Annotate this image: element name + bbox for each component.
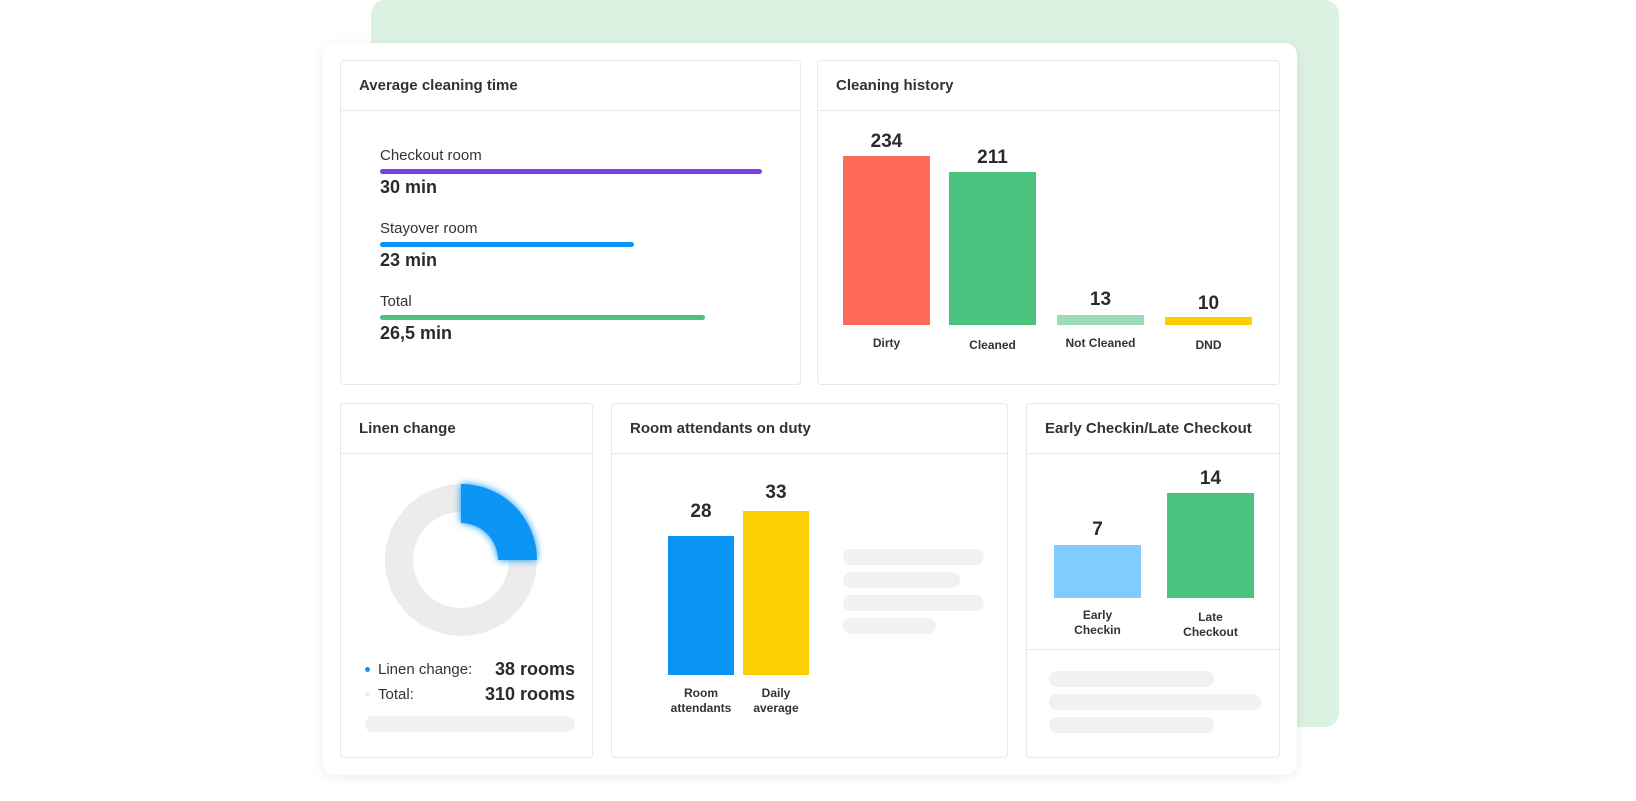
bar-cleaned — [949, 172, 1036, 325]
metric-total: Total 26,5 min — [380, 293, 760, 353]
bar-value-room-attendants: 28 — [690, 501, 712, 522]
bar-value-dnd: 10 — [1197, 293, 1220, 314]
divider — [1027, 649, 1279, 650]
metric-checkout-room: Checkout room 30 min — [380, 147, 762, 207]
metric-bar — [380, 242, 634, 247]
cleaning-history-panel: Cleaning history 234 Dirty 211 Cleaned 1… — [817, 60, 1280, 385]
metric-stayover-room: Stayover room 23 min — [380, 220, 760, 280]
bar-label-dirty: Dirty — [872, 336, 901, 350]
bar-label-line: Early — [1082, 608, 1113, 622]
panel-title: Early Checkin/Late Checkout — [1027, 404, 1279, 454]
metric-value: 30 min — [380, 177, 438, 197]
bar-not-cleaned — [1057, 315, 1144, 325]
bar-dnd — [1165, 317, 1252, 325]
metric-bar — [380, 169, 762, 174]
bar-label-not-cleaned: Not Cleaned — [1065, 336, 1136, 350]
bar-label-dnd: DND — [1195, 338, 1222, 352]
linen-change-panel: Linen change Linen change: 38 rooms Tota… — [340, 403, 593, 758]
legend-dot — [365, 667, 370, 672]
panel-title: Cleaning history — [818, 61, 1279, 111]
bar-label-line: Checkin — [1074, 623, 1121, 637]
bar-value-daily-average: 33 — [765, 482, 787, 503]
bar-value-cleaned: 211 — [977, 147, 1008, 168]
bar-daily-average — [743, 511, 809, 675]
skeleton-line — [843, 595, 984, 611]
legend-value: 310 rooms — [484, 684, 575, 704]
skeleton-line — [843, 549, 984, 565]
bar-label-cleaned: Cleaned — [969, 338, 1016, 352]
linen-donut-chart — [385, 484, 537, 636]
panel-title: Average cleaning time — [341, 61, 800, 111]
bar-label-line: average — [753, 701, 799, 715]
bar-late-checkout — [1167, 493, 1254, 598]
skeleton-line — [1049, 694, 1261, 710]
skeleton-line — [365, 716, 575, 732]
legend-label: Linen change: — [378, 661, 473, 678]
early-late-panel: Early Checkin/Late Checkout 7 Early Chec… — [1026, 403, 1280, 758]
bar-early-checkin — [1054, 545, 1141, 598]
metric-bar — [380, 315, 705, 320]
metric-value: 23 min — [380, 250, 438, 270]
bar-label-daily-average: Daily average — [733, 686, 819, 716]
legend-value: 38 rooms — [494, 659, 575, 679]
panel-title: Room attendants on duty — [612, 404, 1007, 454]
skeleton-line — [1049, 717, 1214, 733]
bar-label-line: Checkout — [1183, 625, 1238, 639]
panel-title: Linen change — [341, 404, 592, 454]
attendants-panel: Room attendants on duty 28 Room attendan… — [611, 403, 1008, 758]
bar-label-early-checkin: Early Checkin — [1049, 608, 1146, 638]
dashboard-card: Average cleaning time Checkout room 30 m… — [323, 43, 1297, 775]
legend-linen-change: Linen change: 38 rooms — [365, 659, 575, 683]
bar-label-late-checkout: Late Checkout — [1162, 610, 1259, 640]
bar-value-early-checkin: 7 — [1092, 519, 1103, 540]
legend-total: Total: 310 rooms — [365, 684, 575, 708]
bar-dirty — [843, 156, 930, 325]
legend-dot — [365, 692, 370, 697]
metric-label: Stayover room — [380, 220, 478, 237]
skeleton-line — [843, 618, 936, 634]
bar-label-line: attendants — [670, 701, 732, 715]
metric-value: 26,5 min — [380, 323, 453, 343]
bar-value-not-cleaned: 13 — [1089, 289, 1112, 310]
metric-label: Checkout room — [380, 147, 482, 164]
bar-room-attendants — [668, 536, 734, 675]
metric-label: Total — [380, 293, 412, 310]
bar-label-room-attendants: Room attendants — [658, 686, 744, 716]
legend-label: Total: — [378, 686, 414, 703]
donut-linen-segment — [461, 484, 537, 560]
bar-label-line: Late — [1198, 610, 1223, 624]
bar-label-line: Room — [684, 686, 718, 700]
skeleton-line — [1049, 671, 1214, 687]
avg-cleaning-panel: Average cleaning time Checkout room 30 m… — [340, 60, 801, 385]
bar-label-line: Daily — [761, 686, 791, 700]
bar-value-dirty: 234 — [870, 131, 903, 152]
skeleton-line — [843, 572, 960, 588]
bar-value-late-checkout: 14 — [1199, 468, 1222, 489]
